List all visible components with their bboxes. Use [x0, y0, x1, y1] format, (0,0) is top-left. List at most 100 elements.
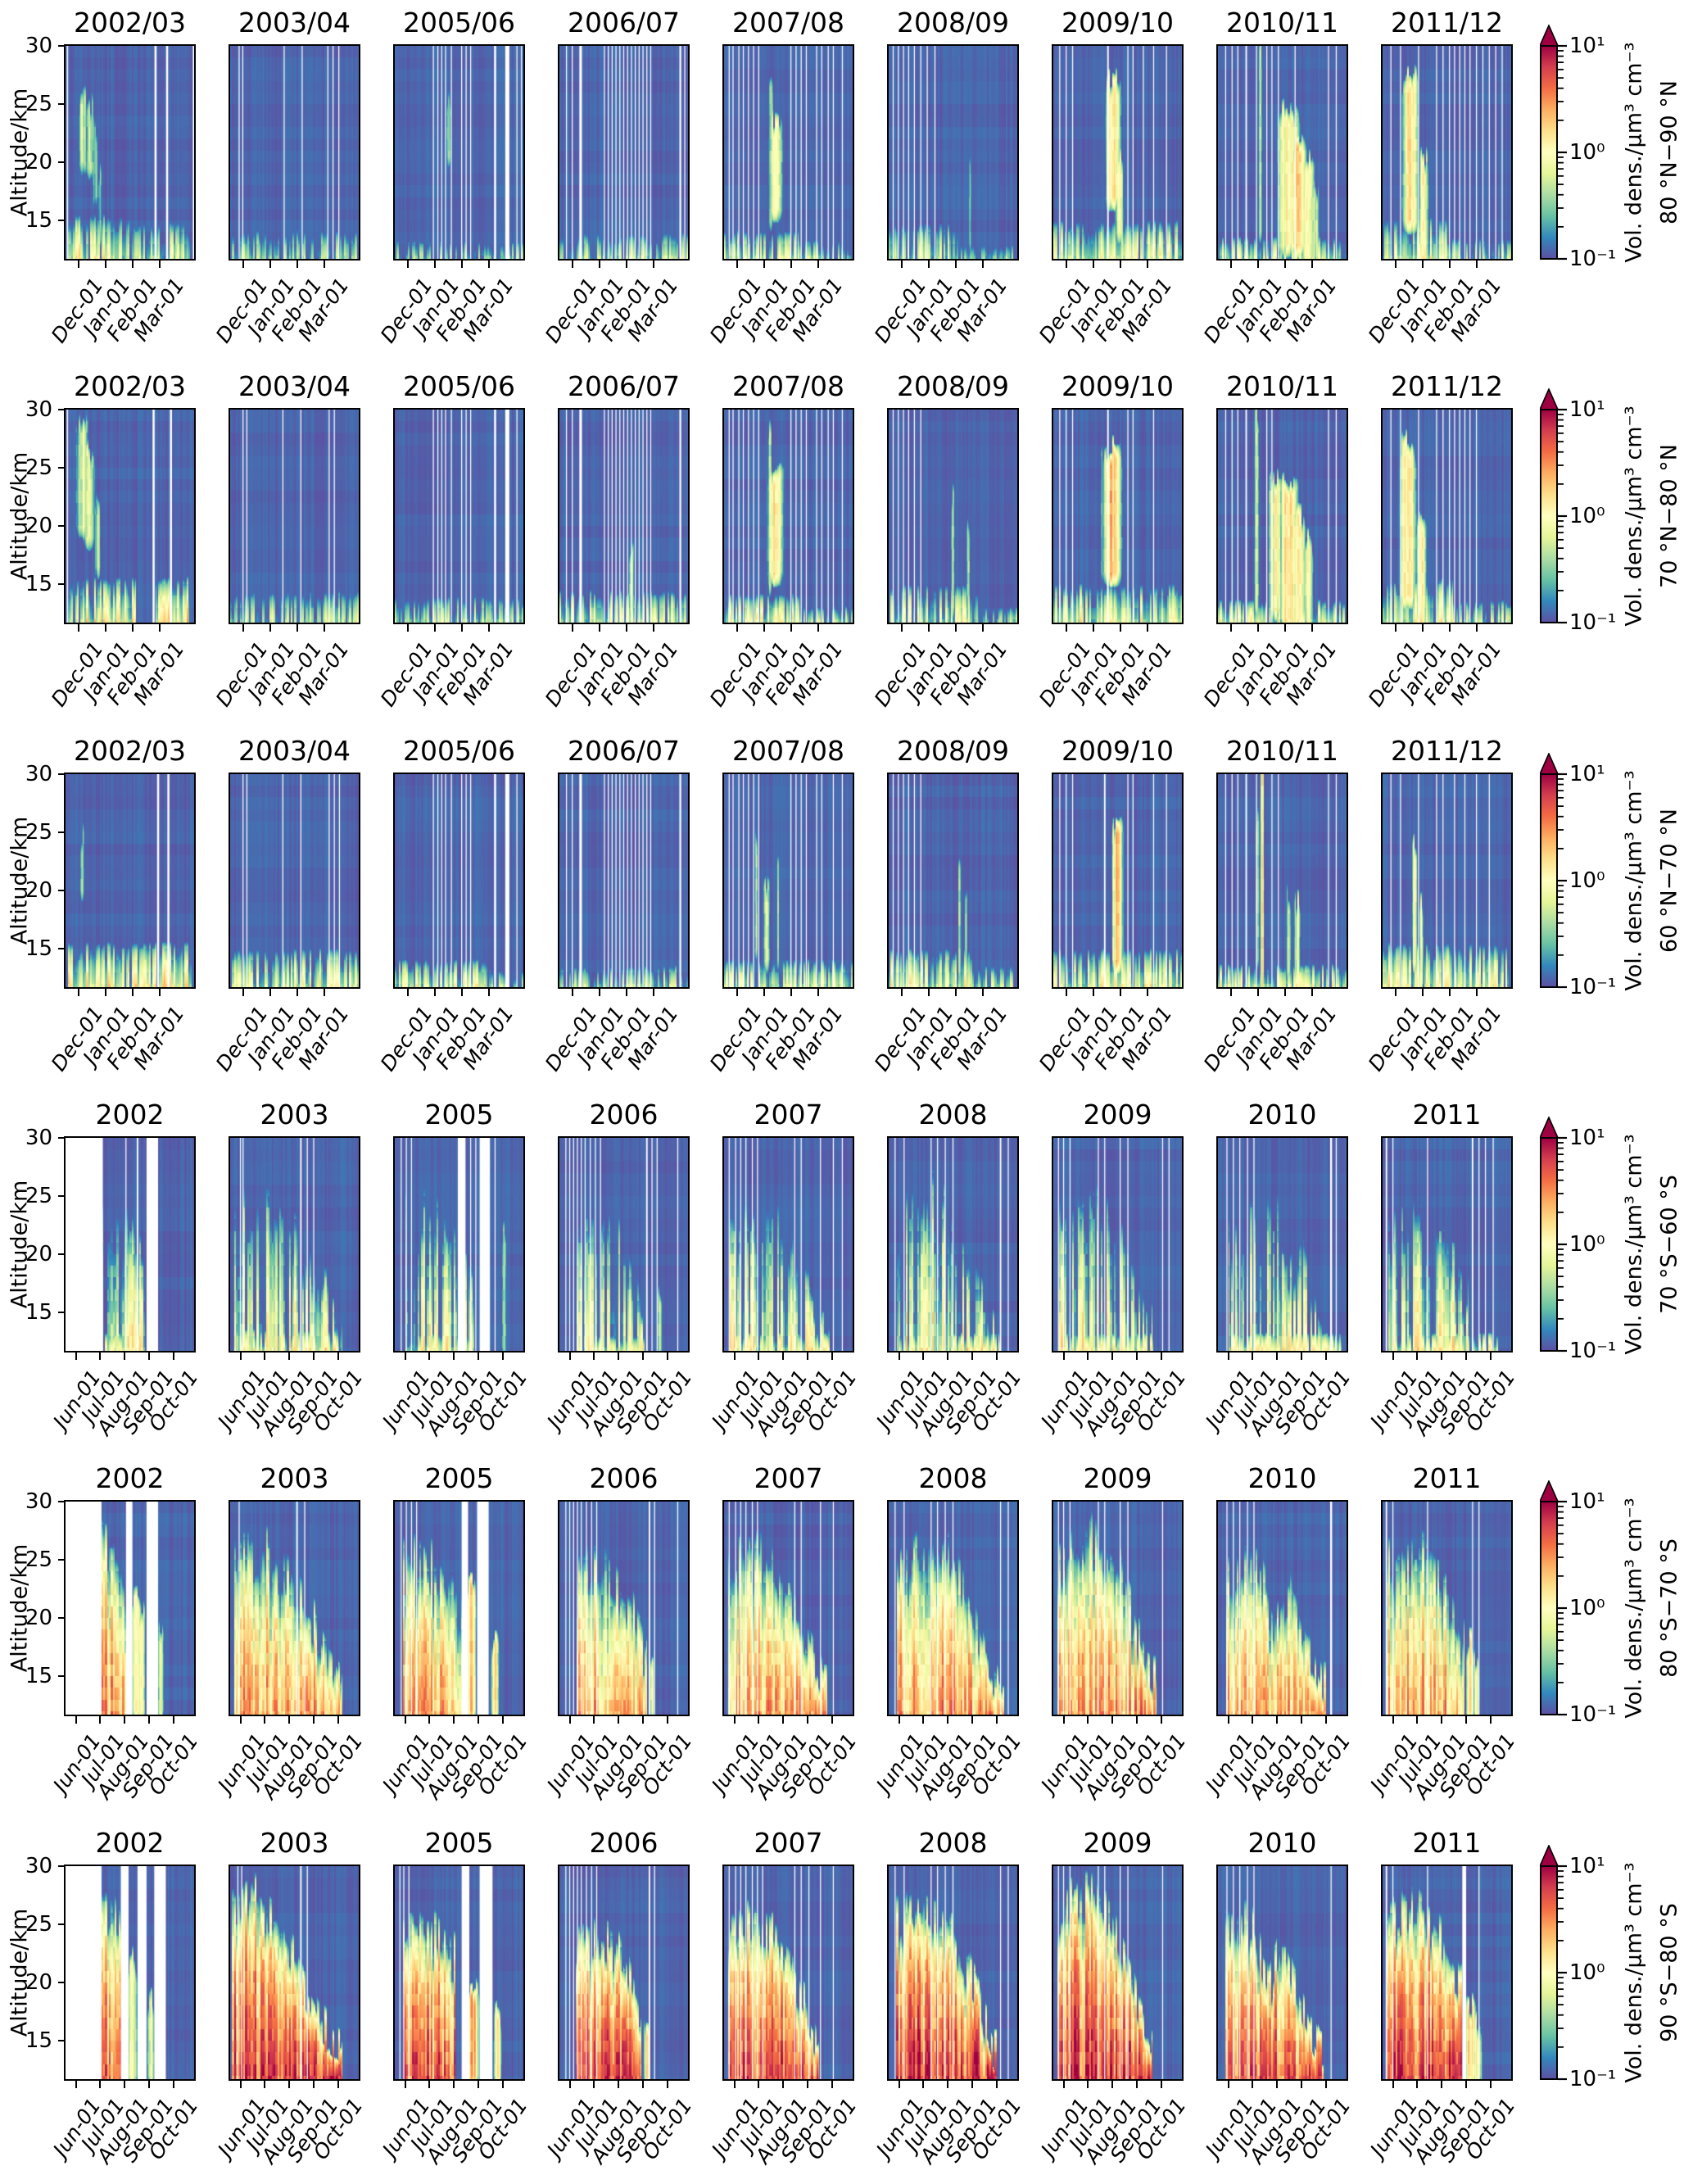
heatmap-canvas	[1053, 1502, 1182, 1715]
colorbar-tick-label: 10⁰	[1569, 140, 1605, 165]
panel-r6-c9	[1381, 1864, 1513, 2081]
panel-r6-c7	[1052, 1864, 1184, 2081]
panel-r3-c1	[64, 772, 196, 989]
x-tick	[428, 1353, 431, 1360]
x-tick	[1489, 1353, 1492, 1360]
panel-r1-c9	[1381, 44, 1513, 261]
panel-r6-c5	[722, 1864, 854, 2081]
panel-title: 2009	[1083, 1099, 1152, 1131]
x-tick	[1276, 1716, 1279, 1724]
colorbar-tick-label: 10⁻¹	[1569, 2066, 1617, 2091]
heatmap-canvas	[889, 1865, 1017, 2079]
panel-r1-c6	[887, 44, 1019, 261]
panel-title: 2007/08	[731, 734, 845, 767]
colorbar-tick-label: 10⁻¹	[1569, 1702, 1617, 1728]
colorbar	[1538, 1116, 1569, 1357]
x-tick	[77, 624, 79, 632]
colorbar-tick-label: 10⁻¹	[1569, 610, 1617, 636]
x-tick	[971, 1716, 974, 1724]
x-tick	[1416, 1716, 1419, 1724]
x-tick	[733, 1353, 736, 1360]
x-tick	[323, 988, 325, 996]
panel-title: 2011	[1412, 1099, 1482, 1131]
x-tick	[323, 624, 325, 632]
x-tick	[453, 1353, 455, 1360]
colorbar-tick-label: 10⁰	[1569, 1960, 1605, 1985]
row-6: Altitude/km 30 25 20 15 2002 Jun-01 Jul-01 Aug-0…	[0, 1820, 1693, 2184]
panel-r5-c2	[229, 1500, 360, 1717]
heatmap-canvas	[66, 1502, 194, 1715]
panel-title: 2007/08	[731, 370, 845, 403]
heatmap-canvas	[230, 1865, 359, 2079]
x-tick	[288, 2080, 291, 2088]
panel-title: 2009	[1083, 1826, 1152, 1859]
x-tick	[736, 624, 738, 632]
x-tick	[947, 1353, 949, 1360]
heatmap-canvas	[1053, 410, 1182, 623]
x-tick	[1465, 2080, 1468, 2088]
heatmap-canvas	[724, 1865, 853, 2079]
x-tick	[1252, 2080, 1254, 2088]
panel-r3-c2	[229, 772, 360, 989]
heatmap-canvas	[559, 773, 688, 987]
panel-title: 2010/11	[1225, 370, 1339, 403]
x-tick	[900, 261, 903, 268]
panel-r6-c4	[558, 1864, 690, 2081]
heatmap-canvas	[1383, 1502, 1511, 1715]
x-tick	[239, 2080, 242, 2088]
panel-r4-c9	[1381, 1136, 1513, 1353]
x-tick	[77, 988, 79, 996]
x-tick	[1146, 261, 1148, 268]
x-tick	[898, 1353, 900, 1360]
x-tick	[1065, 988, 1067, 996]
y-tick	[58, 1312, 66, 1314]
x-tick	[406, 261, 409, 268]
x-tick	[148, 1353, 151, 1360]
heatmap-canvas	[724, 1502, 853, 1715]
colorbar-gradient	[1538, 387, 1567, 624]
x-tick	[1448, 988, 1451, 996]
x-tick	[1392, 2080, 1394, 2088]
x-tick	[817, 624, 819, 632]
panel-r2-c2	[229, 408, 360, 625]
heatmap-canvas	[230, 46, 359, 259]
y-tick	[58, 831, 66, 833]
x-tick	[428, 1716, 431, 1724]
panel-r3-c6	[887, 772, 1019, 989]
y-tick	[58, 525, 66, 528]
x-tick	[1227, 1716, 1229, 1724]
colorbar-gradient	[1538, 1843, 1567, 2080]
x-tick	[148, 1716, 151, 1724]
heatmap-canvas	[395, 1865, 523, 2079]
x-tick	[782, 2080, 785, 2088]
heatmap-canvas	[1218, 46, 1347, 259]
x-tick	[148, 2080, 151, 2088]
panel-r4-c3	[393, 1136, 525, 1353]
heatmap-canvas	[724, 1138, 853, 1351]
x-tick	[77, 261, 79, 268]
heatmap-canvas	[395, 1138, 523, 1351]
x-tick	[337, 2080, 339, 2088]
x-tick	[898, 2080, 900, 2088]
x-tick	[571, 624, 573, 632]
x-tick	[131, 624, 134, 632]
x-tick	[453, 1716, 455, 1724]
x-tick	[900, 624, 903, 632]
x-tick	[954, 988, 957, 996]
x-tick	[1062, 1716, 1065, 1724]
x-tick	[625, 624, 627, 632]
x-tick	[1146, 624, 1148, 632]
panel-r5-c6	[887, 1500, 1019, 1717]
panel-title: 2008/09	[896, 7, 1010, 39]
panel-r3-c7	[1052, 772, 1184, 989]
panel-r3-c9	[1381, 772, 1513, 989]
colorbar-tick-label: 10⁻¹	[1569, 1339, 1617, 1363]
panel-title: 2008	[918, 1099, 988, 1131]
x-tick	[568, 1716, 571, 1724]
x-tick	[296, 624, 298, 632]
x-tick	[763, 261, 765, 268]
x-tick	[1392, 1353, 1394, 1360]
panel-title: 2008	[918, 1826, 988, 1859]
x-tick	[625, 988, 627, 996]
x-tick	[1229, 261, 1232, 268]
